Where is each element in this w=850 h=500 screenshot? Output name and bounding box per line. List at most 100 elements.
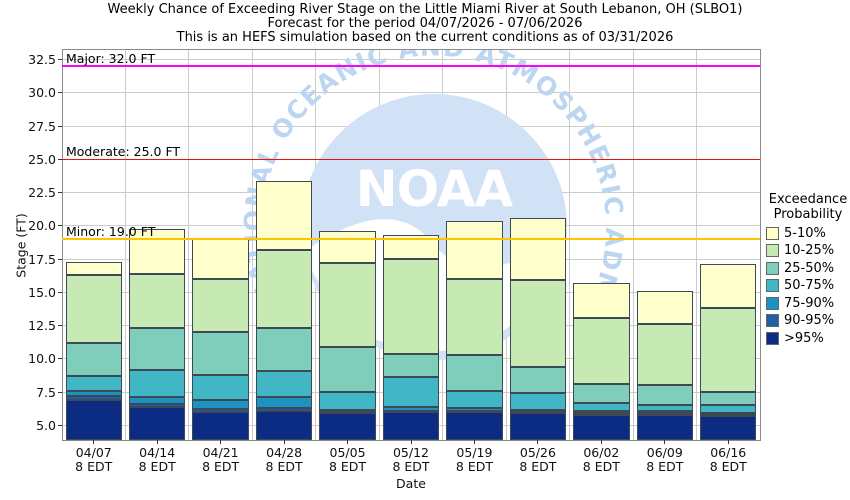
bar-segment-10-25-04/21	[192, 279, 249, 333]
bar-segment-90-95-04/21	[192, 409, 249, 413]
legend-label: 10-25%	[784, 243, 835, 258]
x-gridline	[251, 49, 253, 440]
y-tick-label: 30.0	[28, 85, 56, 101]
legend-swatch	[766, 261, 779, 275]
x-axis-label: Date	[396, 476, 426, 491]
bar-segment-90-95-05/19	[446, 410, 503, 413]
y-tick-mark	[58, 358, 62, 360]
bar-segment-10-25-06/09	[636, 324, 694, 386]
bar-segment-50-75-04/28	[255, 370, 313, 398]
bar-segment-75-90-05/26	[509, 410, 567, 413]
y-tick-mark	[58, 391, 62, 393]
bar-segment-10-25-06/16	[700, 308, 757, 393]
x-tick-mark	[473, 440, 475, 444]
minor-flood-line-label: Minor: 19.0 FT	[66, 224, 156, 240]
bar-segment-25-50-04/14	[128, 328, 186, 370]
bar-segment-75-90-05/12	[382, 406, 440, 411]
bar-segment-50-75-06/09	[636, 405, 694, 412]
x-tick-label: 04/07	[75, 445, 112, 460]
x-tick-sub-label: 8 EDT	[392, 459, 430, 474]
x-tick-mark	[93, 440, 95, 444]
plot-border	[62, 49, 761, 441]
bar-segment-75-90-06/09	[636, 411, 694, 414]
y-tick-label: 25.0	[28, 151, 56, 167]
bar-segment-10-25-06/02	[573, 317, 630, 385]
y-tick-mark	[58, 192, 62, 194]
legend-item-95: >95%	[766, 330, 850, 346]
x-tick-label: 04/28	[266, 445, 303, 460]
minor-flood-line	[62, 238, 760, 240]
legend-item-5-10: 5-10%	[766, 226, 850, 241]
bar-segment-75-90-04/28	[255, 397, 313, 409]
x-tick-mark	[347, 440, 349, 444]
bar-segment-90-95-04/07	[65, 396, 122, 401]
bar-segment-5-10-04/14	[128, 228, 186, 274]
legend-title-line1: Exceedance	[768, 192, 848, 207]
y-tick-label: 32.5	[28, 52, 56, 68]
legend-item-10-25: 10-25%	[766, 243, 850, 258]
bar-segment-5-10-04/07	[65, 261, 122, 276]
bar-segment-25-50-06/09	[636, 385, 694, 406]
legend-title-line2: Probability	[773, 207, 843, 222]
bar-segment-5-10-06/16	[700, 264, 757, 309]
legend-swatch	[766, 296, 779, 310]
x-tick-mark	[156, 440, 158, 444]
bar-segment-50-75-06/02	[573, 402, 630, 411]
bar-segment-50-75-05/19	[446, 390, 503, 409]
bar-segment-90-95-06/09	[636, 413, 694, 416]
legend-item-25-50: 25-50%	[766, 261, 850, 276]
y-gridline	[62, 59, 760, 61]
bar-segment-50-75-05/26	[509, 393, 567, 411]
bar-segment-95-04/07	[65, 400, 122, 440]
bar-segment-50-75-04/21	[192, 374, 249, 401]
bar-segment-95-05/05	[319, 413, 376, 440]
bar-segment-50-75-05/12	[382, 377, 440, 407]
exceedance-legend: Exceedance Probability 5-10% 10-25% 25-50%…	[766, 192, 850, 346]
x-tick-sub-label: 8 EDT	[202, 459, 240, 474]
x-tick-label: 06/02	[583, 445, 620, 460]
bar-segment-5-10-06/02	[573, 283, 630, 318]
y-tick-label: 5.0	[36, 417, 56, 433]
x-tick-label: 05/19	[456, 445, 493, 460]
y-tick-mark	[58, 125, 62, 127]
y-tick-label: 22.5	[28, 185, 56, 201]
y-tick-label: 27.5	[28, 118, 56, 134]
chart-title: Weekly Chance of Exceeding River Stage o…	[107, 2, 743, 17]
legend-label: 90-95%	[784, 313, 835, 328]
x-gridline	[188, 49, 190, 440]
y-tick-label: 20.0	[28, 218, 56, 234]
legend-swatch	[766, 226, 779, 240]
bar-segment-25-50-06/02	[573, 384, 630, 403]
y-tick-label: 12.5	[28, 318, 56, 334]
bar-segment-90-95-06/02	[573, 412, 630, 415]
bar-segment-95-04/14	[128, 406, 186, 440]
bar-segment-95-06/16	[700, 416, 757, 440]
bar-segment-75-90-04/21	[192, 400, 249, 410]
bar-segment-75-90-04/14	[128, 397, 186, 405]
legend-item-75-90: 75-90%	[766, 296, 850, 311]
y-tick-mark	[58, 225, 62, 227]
x-tick-sub-label: 8 EDT	[75, 459, 113, 474]
legend-item-50-75: 50-75%	[766, 278, 850, 293]
x-tick-label: 06/16	[710, 445, 747, 460]
y-tick-mark	[58, 158, 62, 160]
x-tick-mark	[220, 440, 222, 444]
bar-segment-50-75-04/07	[65, 376, 122, 391]
y-tick-label: 17.5	[28, 251, 56, 267]
bar-segment-25-50-04/07	[65, 342, 122, 377]
x-tick-label: 06/09	[646, 445, 683, 460]
legend-label: >95%	[784, 330, 824, 346]
bar-segment-90-95-05/12	[382, 410, 440, 413]
x-tick-mark	[600, 440, 602, 444]
bar-segment-95-04/21	[192, 412, 249, 440]
legend-swatch	[766, 279, 779, 292]
bar-segment-95-05/26	[509, 413, 567, 440]
bar-segment-50-75-05/05	[319, 392, 376, 411]
x-gridline	[632, 49, 634, 440]
bar-segment-90-95-04/14	[128, 404, 186, 407]
bar-segment-95-06/09	[636, 414, 694, 440]
x-tick-sub-label: 8 EDT	[582, 459, 620, 474]
bar-segment-90-95-05/26	[509, 412, 567, 415]
chart-subtitle-simulation: This is an HEFS simulation based on the …	[176, 30, 674, 45]
